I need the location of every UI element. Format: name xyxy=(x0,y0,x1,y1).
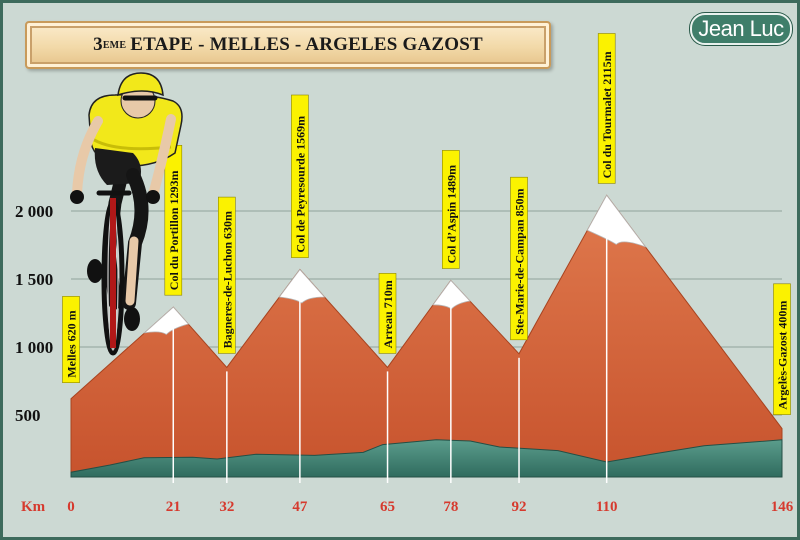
location-label: Arreau 710m xyxy=(378,273,397,354)
profile-area xyxy=(70,194,783,478)
location-label: Col de Peyresourde 1569m xyxy=(291,94,309,258)
x-tick-label: 21 xyxy=(166,499,181,515)
label-text: Arreau 710m xyxy=(381,280,395,348)
location-label: Col d’Aspin 1489m xyxy=(441,150,460,269)
snow-cap xyxy=(586,194,647,248)
location-label: Melles 620 m xyxy=(62,296,80,384)
x-tick-label: 0 xyxy=(67,499,75,515)
label-box xyxy=(441,150,460,269)
label-text: Col d’Aspin 1489m xyxy=(444,165,458,264)
snow-cap xyxy=(278,268,326,304)
x-tick-label: 65 xyxy=(380,499,395,515)
stage-suffix: EME xyxy=(102,39,127,51)
label-box xyxy=(773,283,791,415)
x-tick-label: 110 xyxy=(596,499,618,515)
cyclist-illustration xyxy=(70,72,183,356)
x-tick-label: 92 xyxy=(512,499,527,515)
valley-ground xyxy=(70,439,783,478)
marker-lines xyxy=(172,199,608,483)
location-label: Ste-Marie-de-Campan 850m xyxy=(510,176,528,341)
brand-badge: Jean Luc xyxy=(690,13,792,45)
title-plate: 3 EME ETAPE - MELLES - ARGELES GAZOST xyxy=(25,21,551,69)
label-box xyxy=(62,296,80,384)
label-text: Melles 620 m xyxy=(65,310,79,377)
label-text: Col de Peyresourde 1569m xyxy=(293,116,307,253)
y-tick-label: 1 000 xyxy=(15,338,53,357)
x-axis-label: Km xyxy=(21,499,46,515)
x-tick-label: 78 xyxy=(443,499,458,515)
label-text: Col du Tourmalet 2115m xyxy=(600,51,614,178)
label-text: Col du Portillon 1293m xyxy=(167,171,181,291)
label-text: Argelès-Gazost 400m xyxy=(776,301,790,410)
location-label: Argelès-Gazost 400m xyxy=(773,283,791,415)
x-tick-label: 47 xyxy=(292,499,308,515)
y-tick-label: 500 xyxy=(15,406,41,425)
location-labels: Melles 620 m Col du Portillon 1293m Bagner… xyxy=(62,33,791,415)
x-tick-label: 32 xyxy=(219,499,234,515)
profile-chart: 500 1 000 1 500 2 000 Km 0 21 32 47 65 78 92 110 146… xyxy=(15,33,794,515)
y-axis-ticks: 500 1 000 1 500 2 000 xyxy=(15,202,53,425)
stage-title: ETAPE - MELLES - ARGELES GAZOST xyxy=(130,34,483,55)
label-box xyxy=(291,94,309,258)
location-label: Col du Portillon 1293m xyxy=(164,145,183,296)
label-text: Bagneres-de-Luchon 630m xyxy=(220,211,234,348)
stage-number: 3 xyxy=(93,34,103,55)
x-axis-ticks: Km 0 21 32 47 65 78 92 110 146 xyxy=(21,499,794,515)
location-label: Col du Tourmalet 2115m xyxy=(597,33,616,184)
label-box xyxy=(597,33,616,184)
y-tick-label: 2 000 xyxy=(15,202,53,221)
label-text: Ste-Marie-de-Campan 850m xyxy=(513,188,527,334)
x-tick-label: 146 xyxy=(771,499,794,515)
label-box xyxy=(510,176,528,341)
snow-cap xyxy=(143,306,190,335)
y-tick-label: 1 500 xyxy=(15,270,53,289)
location-label: Bagneres-de-Luchon 630m xyxy=(218,196,236,354)
label-box xyxy=(378,273,397,354)
label-box xyxy=(218,196,236,354)
